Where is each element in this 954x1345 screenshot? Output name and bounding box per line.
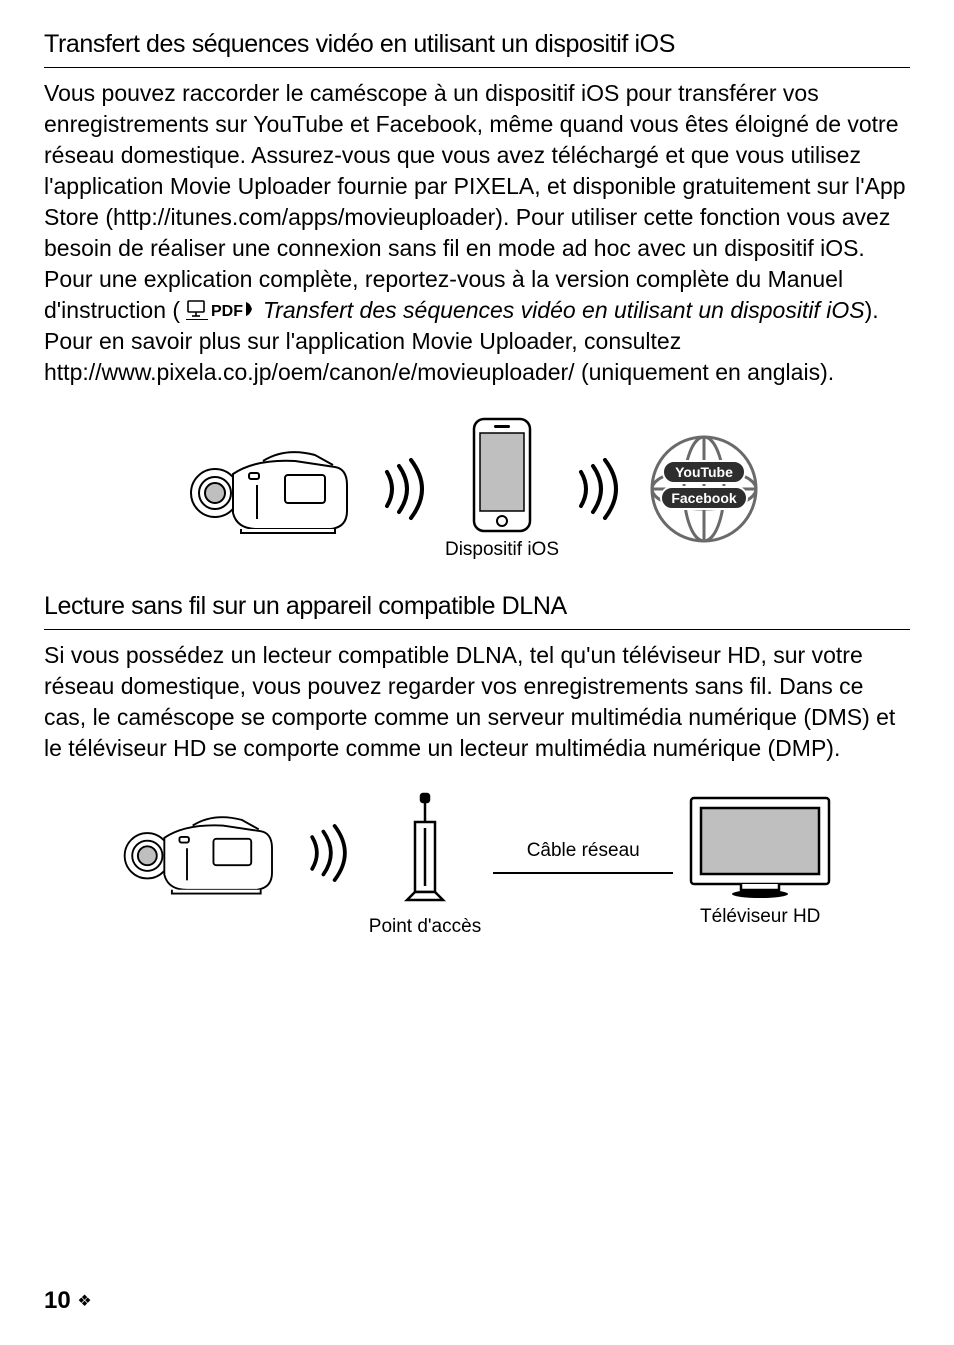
section2-diagram: Point d'accès Câble réseau Téléviseur HD <box>44 792 910 952</box>
section1-diagram: Dispositif iOS YouTube Facebook <box>44 424 910 554</box>
section1-body-italic: Transfert des séquences vidéo en utilisa… <box>263 297 865 323</box>
network-cable-icon <box>493 868 673 878</box>
page-number: 10 ❖ <box>44 1287 92 1315</box>
tv-col: Téléviseur HD <box>685 792 835 928</box>
page-number-diamond-icon: ❖ <box>77 1293 91 1310</box>
access-point-caption: Point d'accès <box>369 916 481 938</box>
cable-col: Câble réseau <box>493 840 673 878</box>
ios-caption: Dispositif iOS <box>445 539 559 561</box>
hdtv-caption: Téléviseur HD <box>700 906 820 928</box>
camcorder-icon <box>119 792 289 912</box>
globe-badge-facebook: Facebook <box>671 490 737 506</box>
wireless-signal-icon <box>569 454 629 524</box>
access-point-col: Point d'accès <box>369 792 481 938</box>
pdf-badge-icon: PDF <box>186 300 256 320</box>
section1-body: Vous pouvez raccorder le caméscope à un … <box>44 78 910 388</box>
ios-device-icon <box>468 417 536 535</box>
section1-heading: Transfert des séquences vidéo en utilisa… <box>44 30 910 68</box>
page: Transfert des séquences vidéo en utilisa… <box>0 0 954 1345</box>
cable-caption: Câble réseau <box>527 840 640 862</box>
page-number-value: 10 <box>44 1287 71 1314</box>
section1-body-pre: Vous pouvez raccorder le caméscope à un … <box>44 80 906 323</box>
wireless-signal-icon <box>301 798 357 908</box>
camcorder-icon <box>185 429 365 549</box>
section2-heading: Lecture sans fil sur un appareil compati… <box>44 592 910 630</box>
hdtv-icon <box>685 792 835 902</box>
globe-internet-icon: YouTube Facebook <box>639 429 769 549</box>
pdf-label-text: PDF <box>211 303 243 320</box>
access-point-icon <box>395 792 455 912</box>
ios-device-col: Dispositif iOS <box>445 417 559 561</box>
wireless-signal-icon <box>375 454 435 524</box>
section2-body: Si vous possédez un lecteur compatible D… <box>44 640 910 764</box>
globe-badge-youtube: YouTube <box>675 464 733 480</box>
